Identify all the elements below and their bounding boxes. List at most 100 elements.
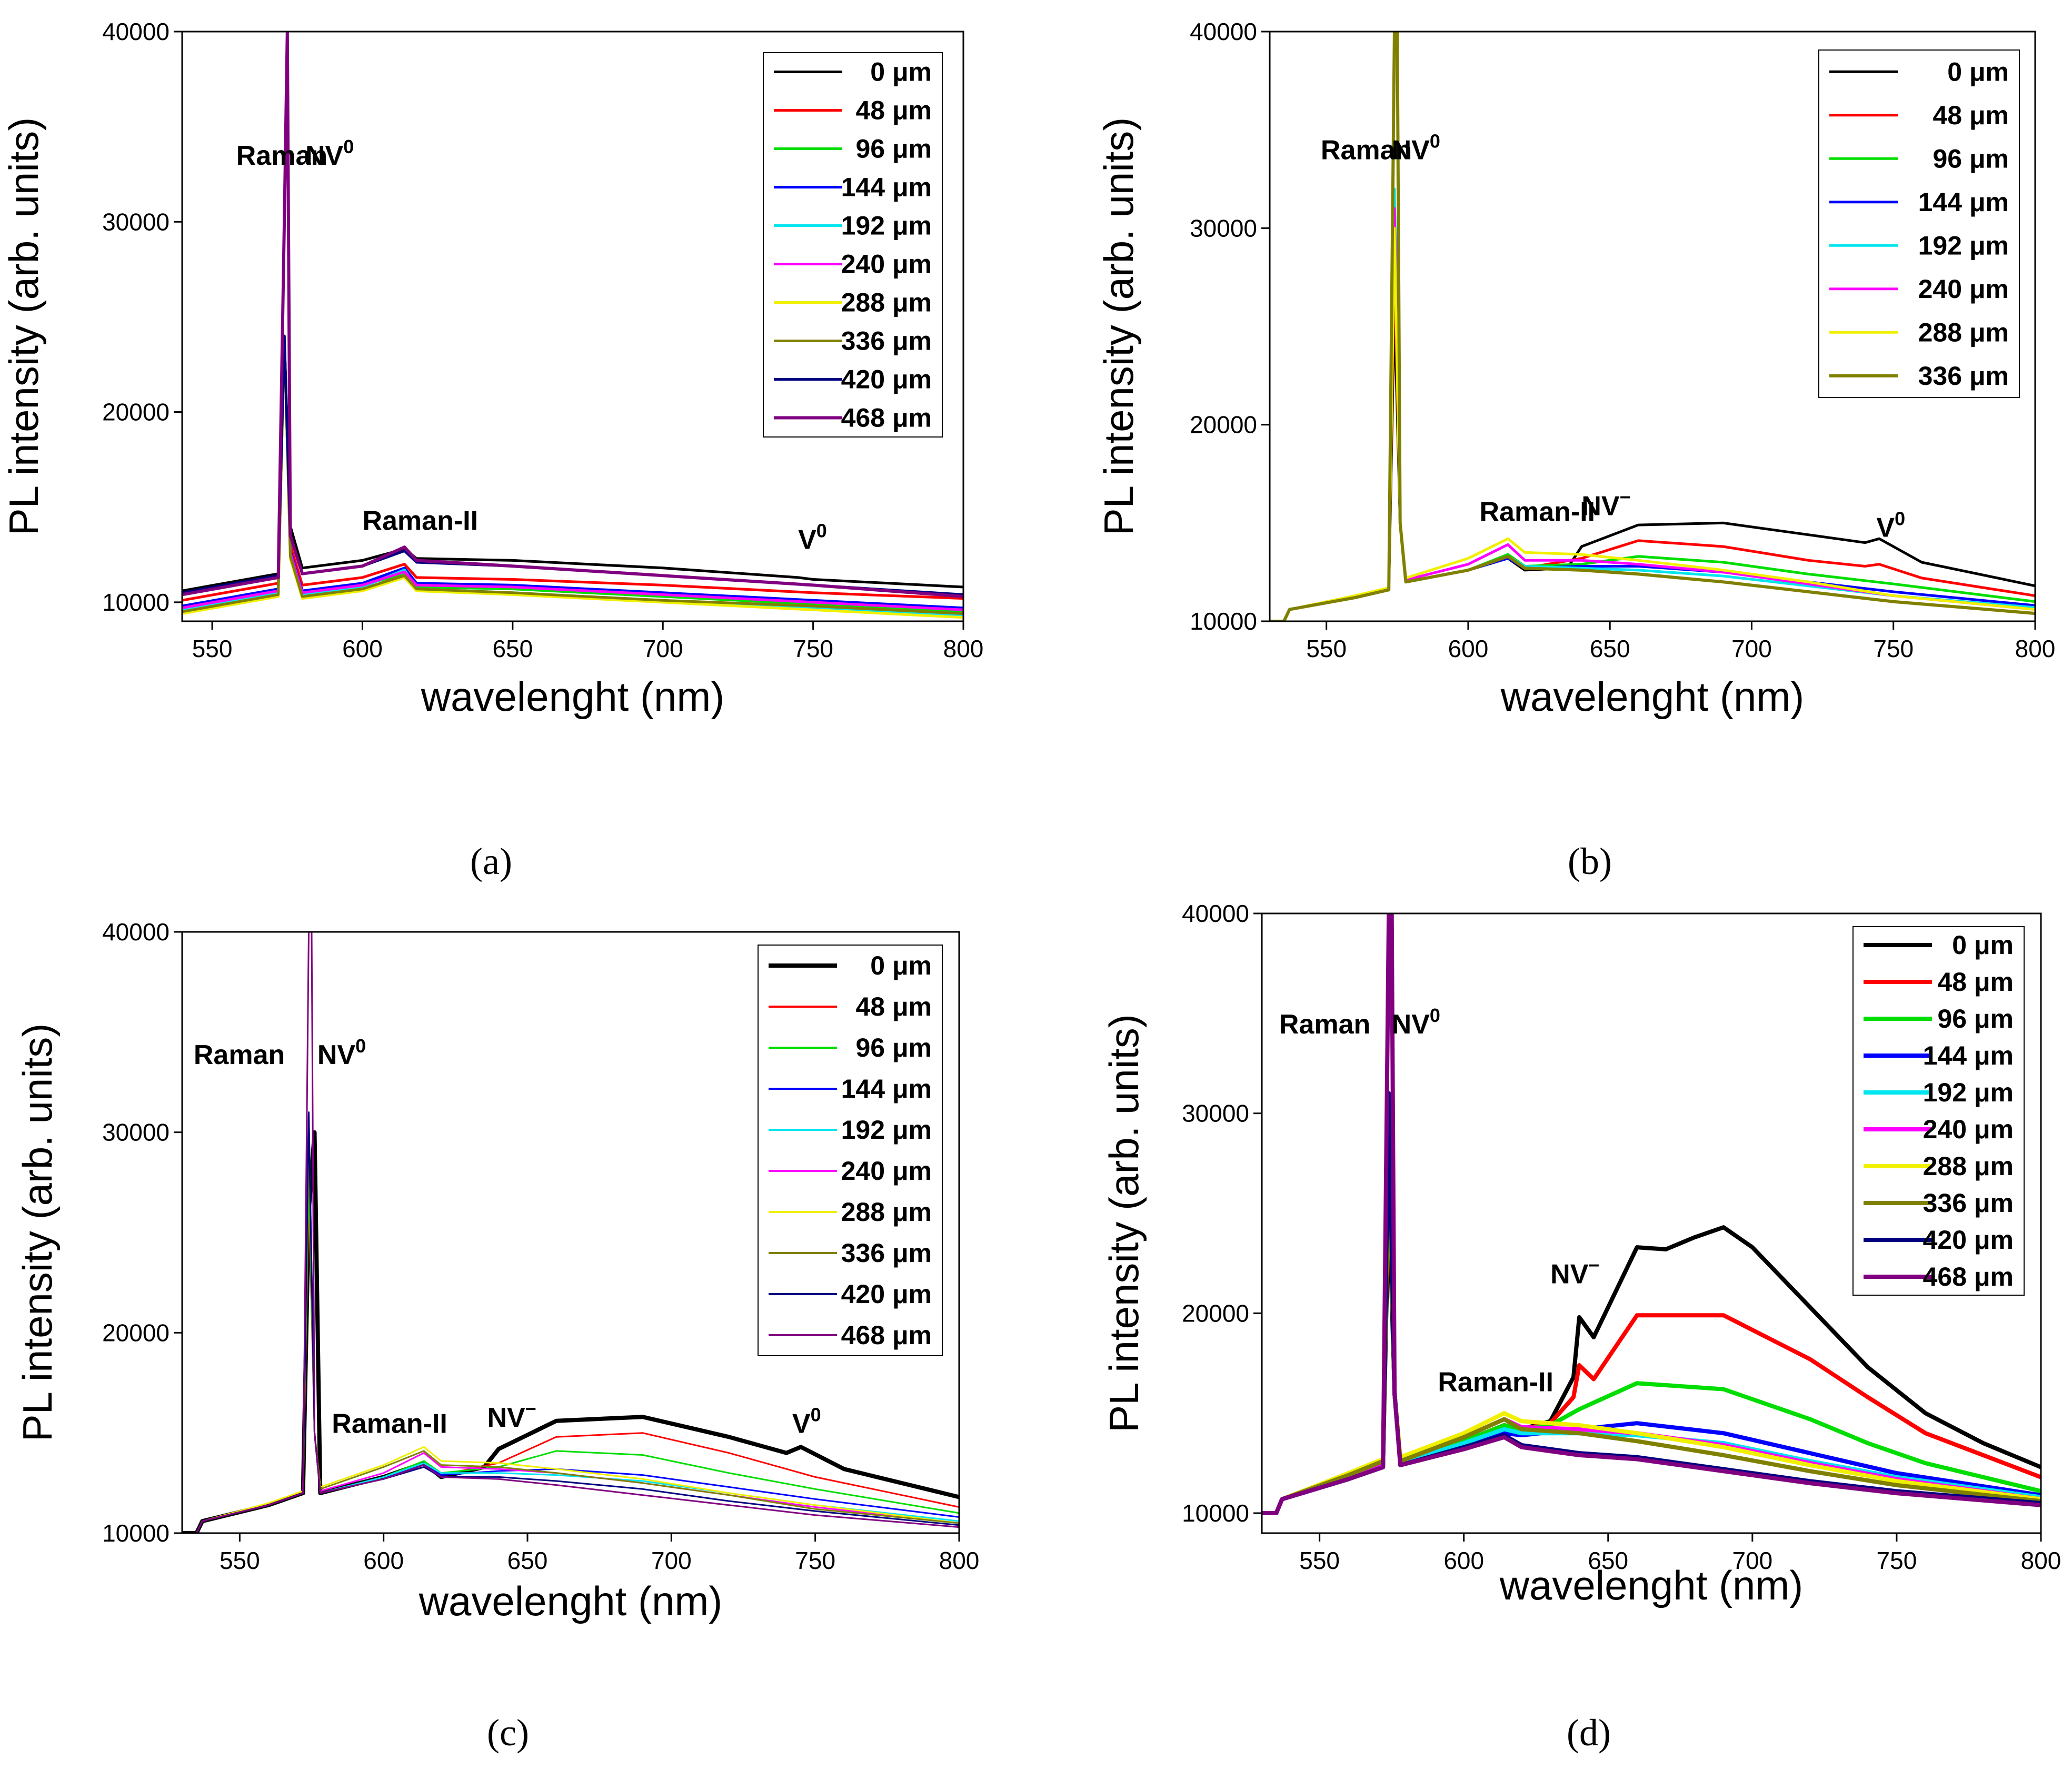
y-tick-label: 30000 [1182, 1100, 1249, 1127]
y-axis-title: PL intensity (arb. units) [1101, 1014, 1147, 1433]
x-tick-label: 600 [363, 1547, 404, 1574]
legend-label: 144 μm [841, 173, 932, 202]
plot-area [1270, 32, 2035, 621]
legend-label: 192 μm [841, 211, 932, 241]
legend-label: 0 μm [870, 57, 932, 87]
legend: 0 μm 48 μm 96 μm 144 μm 192 μm 240 μm 288 μm 33… [1852, 926, 2025, 1296]
legend-label: 240 μm [841, 250, 932, 279]
peak-annotation: Raman-II [1438, 1367, 1553, 1397]
legend-label: 48 μm [1937, 967, 2014, 997]
peak-annotation: NV0 [305, 136, 354, 171]
series-line-336m [1270, 32, 2035, 621]
legend-label: 288 μm [1918, 317, 2009, 347]
legend-label: 336 μm [1923, 1188, 2014, 1218]
x-tick-label: 550 [1306, 635, 1347, 662]
plot-area [1262, 913, 2041, 1515]
legend-label: 336 μm [841, 326, 932, 356]
plot-frame [1261, 912, 2042, 1534]
plot-frame [1269, 31, 2036, 622]
x-tick-label: 550 [192, 635, 233, 662]
legend-label: 336 μm [1918, 361, 2009, 391]
legend: 0 μm 48 μm 96 μm 144 μm 192 μm 240 μm 288 μm 33… [763, 52, 943, 438]
legend-label: 192 μm [841, 1115, 932, 1145]
peak-annotation: NV− [487, 1398, 536, 1433]
series-line-288m [182, 1131, 959, 1533]
x-tick-label: 600 [1443, 1547, 1484, 1574]
y-tick-label: 40000 [1190, 18, 1257, 45]
plot-area [182, 32, 963, 619]
y-tick-label: 20000 [102, 1319, 170, 1346]
peak-annotation: Raman-II [1480, 497, 1596, 528]
legend-label: 48 μm [855, 992, 932, 1021]
peak-annotation: NV− [1550, 1254, 1599, 1289]
legend-label: 420 μm [1923, 1225, 2014, 1255]
chart-panel-c: 550 600 650 700 750 800 10000 20000 30000 40000 wa… [14, 918, 979, 1754]
x-tick-label: 550 [220, 1547, 260, 1574]
peak-annotation: Raman [194, 1040, 285, 1070]
plot-frame [181, 31, 964, 622]
y-tick-label: 10000 [102, 589, 170, 616]
legend-label: 240 μm [1923, 1115, 2014, 1144]
peak-annotation: NV0 [1392, 1005, 1440, 1040]
peak-annotation: Raman-II [332, 1409, 447, 1439]
series-line-468m [182, 32, 963, 598]
x-axis-title: wavelenght (nm) [1500, 673, 1805, 720]
legend-label: 288 μm [841, 288, 932, 317]
legend: 0 μm 48 μm 96 μm 144 μm 192 μm 240 μm 288 μm 33… [1818, 49, 2020, 398]
legend-label: 0 μm [1952, 930, 2014, 960]
peak-annotation: NV0 [1392, 131, 1440, 166]
legend: 0 μm 48 μm 96 μm 144 μm 192 μm 240 μm 288 μm 33… [758, 945, 943, 1356]
x-tick-label: 800 [943, 635, 984, 662]
legend-label: 240 μm [1918, 274, 2009, 304]
y-tick-label: 40000 [102, 918, 170, 946]
plot-area [182, 932, 959, 1533]
x-tick-label: 800 [2021, 1547, 2061, 1574]
peak-annotation: Raman [236, 141, 327, 171]
x-tick-label: 750 [1877, 1547, 1917, 1574]
legend-label: 468 μm [841, 1320, 932, 1350]
peak-annotation: Raman-II [362, 506, 478, 536]
legend-label: 468 μm [1923, 1262, 2014, 1291]
y-tick-label: 40000 [1182, 900, 1249, 927]
legend-label: 288 μm [1923, 1151, 2014, 1181]
peak-annotation: NV− [1581, 486, 1630, 521]
x-tick-label: 700 [643, 635, 683, 662]
x-tick-label: 600 [1448, 635, 1489, 662]
x-tick-label: 600 [342, 635, 383, 662]
legend-label: 336 μm [841, 1238, 932, 1268]
panel-label: (c) [487, 1712, 529, 1754]
x-tick-label: 750 [795, 1547, 835, 1574]
x-tick-label: 650 [507, 1547, 548, 1574]
chart-panel-a: 550 600 650 700 750 800 10000 20000 30000 40000 wa… [1, 18, 983, 882]
y-tick-label: 40000 [102, 18, 170, 45]
y-axis-title: PL intensity (arb. units) [1095, 117, 1142, 536]
y-tick-label: 30000 [1190, 214, 1257, 242]
y-tick-label: 20000 [102, 399, 170, 426]
peak-annotation: V0 [1876, 508, 1905, 543]
series-line-336m [1262, 1111, 2041, 1515]
legend-label: 192 μm [1918, 231, 2009, 260]
x-tick-label: 650 [1588, 1547, 1628, 1574]
panel-label: (d) [1567, 1712, 1611, 1754]
x-axis-title: wavelenght (nm) [1499, 1562, 1804, 1608]
x-tick-label: 750 [1873, 635, 1914, 662]
legend-label: 240 μm [841, 1156, 932, 1186]
legend-label: 48 μm [1932, 101, 2009, 130]
series-line-468m [182, 932, 959, 1533]
legend-label: 288 μm [841, 1197, 932, 1227]
y-tick-label: 30000 [102, 1119, 170, 1146]
y-tick-label: 10000 [1190, 608, 1257, 635]
legend-label: 96 μm [855, 134, 932, 164]
plot-frame [181, 931, 960, 1534]
x-tick-label: 700 [1732, 1547, 1772, 1574]
legend-label: 420 μm [841, 1279, 932, 1309]
y-tick-label: 30000 [102, 208, 170, 235]
legend-label: 96 μm [855, 1033, 932, 1062]
chart-panel-d: 550 600 650 700 750 800 10000 20000 30000 40000 wa… [1101, 900, 2061, 1754]
y-axis-title: PL intensity (arb. units) [1, 117, 47, 536]
legend-label: 420 μm [841, 365, 932, 394]
peak-annotation: V0 [792, 1404, 821, 1439]
legend-label: 144 μm [841, 1074, 932, 1104]
chart-panel-b: 550 600 650 700 750 800 10000 20000 30000 40000 wa… [1095, 18, 2055, 882]
x-tick-label: 700 [1731, 635, 1772, 662]
